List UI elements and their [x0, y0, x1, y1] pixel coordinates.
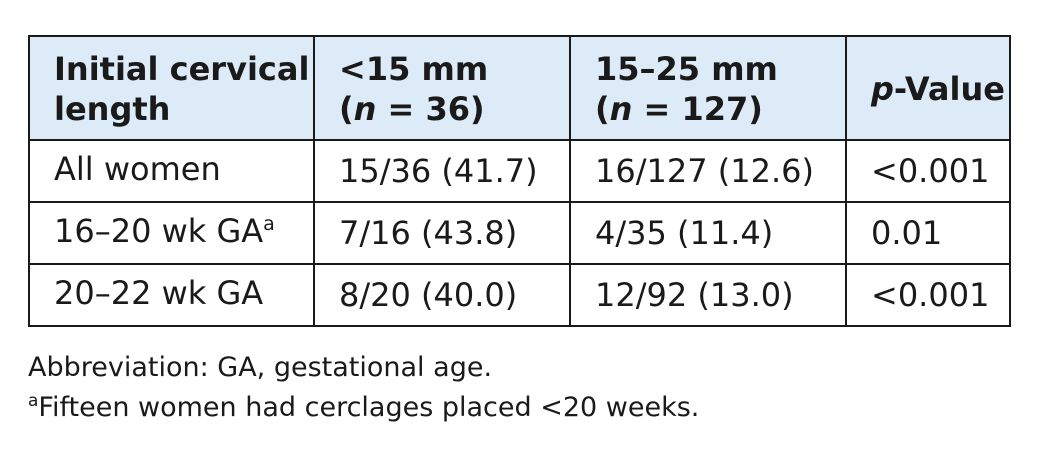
header-cervical-length-line2: length [54, 90, 171, 128]
table-body: All women 15/36 (41.7) 16/127 (12.6) <0.… [28, 139, 1011, 327]
row-label-cell: 16–20 wk GAa [28, 201, 315, 265]
footnote-a-text: Fifteen women had cerclages placed <20 w… [38, 392, 700, 423]
row-label-cell: All women [28, 139, 315, 203]
cell-p-value: 0.01 [845, 201, 1011, 265]
header-cervical-length: Initial cervical length [28, 35, 315, 141]
header-15-25mm-count: (n = 127) [595, 89, 845, 129]
cell-15-25mm: 16/127 (12.6) [569, 139, 847, 203]
header-under-15mm-line1: <15 mm [339, 50, 489, 88]
header-under-15mm: <15 mm (n = 36) [313, 35, 571, 141]
header-p-value: p-Value [845, 35, 1011, 141]
abbreviation-note: Abbreviation: GA, gestational age. [28, 352, 493, 383]
header-under-15mm-open: ( [339, 90, 354, 128]
cell-p-value: <0.001 [845, 139, 1011, 203]
header-15-25mm-open: ( [595, 90, 610, 128]
table-footnotes: Abbreviation: GA, gestational age. aFift… [28, 348, 699, 431]
table-row: All women 15/36 (41.7) 16/127 (12.6) <0.… [28, 139, 1011, 203]
row-label: All women [54, 149, 221, 188]
cell-under-15mm: 7/16 (43.8) [313, 201, 571, 265]
cell-under-15mm: 8/20 (40.0) [313, 263, 571, 327]
header-15-25mm-n: n [609, 90, 633, 128]
header-under-15mm-count: (n = 36) [339, 89, 569, 129]
header-p-rest: -Value [893, 70, 1005, 108]
table-row: 16–20 wk GAa 7/16 (43.8) 4/35 (11.4) 0.0… [28, 201, 1011, 265]
table-header: Initial cervical length <15 mm (n = 36) … [28, 35, 1011, 141]
cell-under-15mm: 15/36 (41.7) [313, 139, 571, 203]
row-label-cell: 20–22 wk GA [28, 263, 315, 327]
header-row: Initial cervical length <15 mm (n = 36) … [28, 35, 1011, 141]
header-15-25mm-line1: 15–25 mm [595, 50, 778, 88]
footnote-a: aFifteen women had cerclages placed <20 … [28, 388, 699, 431]
header-cervical-length-line1: Initial cervical [54, 50, 310, 88]
cell-15-25mm: 12/92 (13.0) [569, 263, 847, 327]
header-p-value-text: p-Value [871, 69, 1009, 109]
results-table: Initial cervical length <15 mm (n = 36) … [28, 35, 1011, 327]
table-row: 20–22 wk GA 8/20 (40.0) 12/92 (13.0) <0.… [28, 263, 1011, 327]
cell-15-25mm: 4/35 (11.4) [569, 201, 847, 265]
header-p-var: p [871, 70, 894, 108]
header-15-25mm-n-value: = 127) [632, 90, 763, 128]
header-under-15mm-n-value: = 36) [376, 90, 485, 128]
row-label: 16–20 wk GA [54, 211, 264, 250]
row-footnote-mark: a [263, 212, 275, 235]
cell-p-value: <0.001 [845, 263, 1011, 327]
footnote-a-mark: a [28, 391, 39, 411]
row-label: 20–22 wk GA [54, 273, 264, 312]
header-under-15mm-n: n [353, 90, 377, 128]
header-15-25mm: 15–25 mm (n = 127) [569, 35, 847, 141]
